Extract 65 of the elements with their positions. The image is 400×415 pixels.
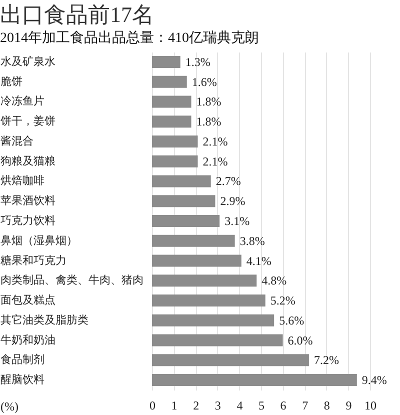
x-tick-label: 7 <box>302 398 308 412</box>
x-tick-label: 3 <box>214 398 221 412</box>
data-label: 7.2% <box>314 353 339 368</box>
x-tick-label: 1 <box>171 398 178 412</box>
data-label: 1.6% <box>192 74 217 89</box>
bar <box>152 175 211 188</box>
bar <box>152 56 180 68</box>
y-tick-label: 脆饼 <box>0 74 22 88</box>
x-tick-label: 5 <box>258 398 264 412</box>
y-tick-label: 鼻烟（湿鼻烟） <box>0 234 78 247</box>
y-tick-label: 巧克力饮料 <box>0 214 56 227</box>
x-tick-label: 4 <box>236 398 243 412</box>
y-tick-label: 其它油类及脂肪类 <box>0 313 88 326</box>
bar <box>152 155 198 168</box>
chart-subtitle: 2014年加工食品出品总量：410亿瑞典克朗 <box>0 30 259 46</box>
data-label: 5.6% <box>279 313 304 328</box>
x-tick-label: 2 <box>193 398 200 412</box>
y-tick-label: 面包及糕点 <box>0 294 56 307</box>
x-tick-label: 0 <box>150 398 156 412</box>
y-tick-label: 烘焙咖啡 <box>0 174 44 188</box>
data-label: 3.8% <box>240 234 265 248</box>
y-tick-label: 冷冻鱼片 <box>0 94 44 108</box>
chart-title: 出口食品前17名 <box>0 2 154 27</box>
data-label: 6.0% <box>288 333 313 348</box>
x-tick-label: 10 <box>364 398 376 412</box>
y-tick-label: 饼干，姜饼 <box>0 114 56 128</box>
y-tick-label: 水及矿泉水 <box>0 54 56 68</box>
bar <box>152 96 192 108</box>
x-tick-label: 6 <box>280 398 286 412</box>
bar <box>152 374 357 386</box>
x-axis-title: (%) <box>0 400 18 414</box>
bar <box>152 116 192 128</box>
x-tick-label: 8 <box>324 398 330 412</box>
data-label: 3.1% <box>224 214 250 228</box>
y-tick-label: 糖果和巧克力 <box>0 254 66 267</box>
bar <box>152 234 235 247</box>
bar <box>152 294 266 307</box>
bar <box>152 314 274 326</box>
bar <box>152 215 220 227</box>
data-label: 9.4% <box>362 373 387 388</box>
data-label: 2.1% <box>202 154 228 168</box>
bar <box>152 354 309 366</box>
y-tick-label: 醒脑饮料 <box>0 373 44 386</box>
data-label: 1.8% <box>196 114 222 129</box>
data-label: 4.1% <box>246 254 272 268</box>
data-label: 1.3% <box>185 54 210 69</box>
y-tick-label: 狗粮及猫粮 <box>0 154 56 168</box>
data-label: 2.9% <box>220 194 246 208</box>
y-tick-label: 酱混合 <box>0 134 34 148</box>
bar <box>152 254 242 267</box>
y-tick-label: 苹果酒饮料 <box>0 194 56 208</box>
data-label: 5.2% <box>270 294 296 308</box>
y-tick-label: 牛奶和奶油 <box>0 333 56 346</box>
bar <box>152 76 187 88</box>
data-label: 1.8% <box>196 94 222 109</box>
bar <box>152 274 257 287</box>
bar <box>152 135 198 148</box>
bar <box>152 195 216 208</box>
x-tick-label: 9 <box>346 398 352 412</box>
y-tick-label: 食品制剂 <box>0 353 44 366</box>
y-tick-label: 肉类制品、禽类、牛肉、猪肉 <box>0 274 144 287</box>
data-label: 2.1% <box>202 134 228 148</box>
data-label: 4.8% <box>262 274 287 288</box>
bar <box>152 334 283 346</box>
data-label: 2.7% <box>216 174 241 188</box>
